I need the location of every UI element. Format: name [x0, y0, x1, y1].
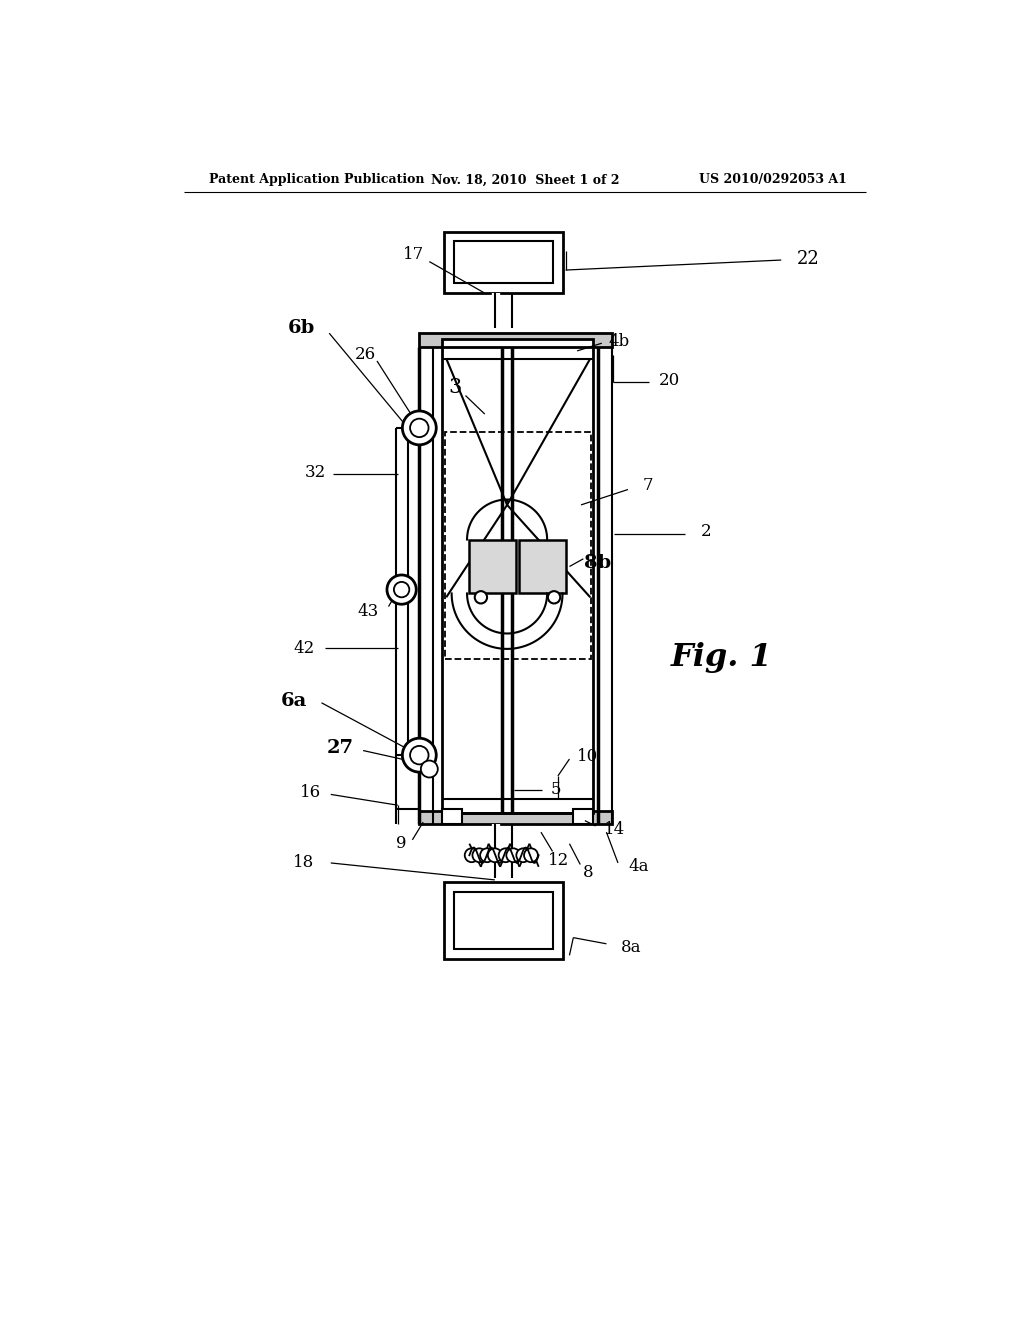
Circle shape [410, 746, 429, 764]
Circle shape [548, 591, 560, 603]
Circle shape [475, 591, 487, 603]
Bar [444, 432, 591, 659]
Bar [419, 333, 611, 347]
Bar [519, 540, 565, 594]
Text: 7: 7 [643, 477, 653, 494]
Circle shape [402, 411, 436, 445]
Bar [573, 809, 593, 825]
Text: 12: 12 [548, 853, 569, 869]
Bar [454, 240, 553, 284]
Circle shape [472, 849, 486, 862]
Circle shape [487, 849, 502, 862]
Text: US 2010/0292053 A1: US 2010/0292053 A1 [698, 173, 847, 186]
Text: 32: 32 [305, 465, 326, 480]
Text: 8: 8 [583, 863, 593, 880]
Text: 17: 17 [402, 246, 424, 263]
Circle shape [387, 576, 416, 605]
Text: 8b: 8b [585, 553, 611, 572]
Bar [419, 810, 611, 825]
Bar [442, 809, 462, 825]
Text: 6a: 6a [281, 692, 307, 710]
Bar [502, 347, 512, 813]
Text: Patent Application Publication: Patent Application Publication [209, 173, 425, 186]
Bar [469, 540, 515, 594]
Circle shape [506, 849, 520, 862]
Circle shape [421, 760, 438, 777]
Circle shape [524, 849, 538, 862]
Text: 14: 14 [603, 821, 625, 838]
Bar [454, 892, 553, 949]
Text: Fig. 1: Fig. 1 [671, 642, 773, 673]
Text: 26: 26 [355, 346, 376, 363]
Text: 20: 20 [658, 372, 680, 388]
Circle shape [499, 849, 512, 862]
Text: 18: 18 [293, 854, 314, 871]
Circle shape [516, 849, 530, 862]
Text: 3: 3 [449, 379, 462, 397]
Text: 4a: 4a [629, 858, 649, 875]
Circle shape [410, 418, 429, 437]
Text: 42: 42 [293, 640, 314, 656]
Text: 22: 22 [797, 249, 819, 268]
Circle shape [394, 582, 410, 598]
Bar [442, 339, 593, 813]
Text: 5: 5 [550, 781, 561, 799]
Text: Nov. 18, 2010  Sheet 1 of 2: Nov. 18, 2010 Sheet 1 of 2 [430, 173, 620, 186]
Text: 43: 43 [357, 603, 378, 619]
Text: 2: 2 [700, 523, 711, 540]
Circle shape [402, 738, 436, 772]
Text: 8a: 8a [621, 939, 641, 956]
Bar [444, 231, 563, 293]
Text: 16: 16 [300, 784, 322, 801]
Bar [444, 882, 563, 960]
Text: 27: 27 [327, 739, 353, 758]
Text: 4b: 4b [609, 333, 630, 350]
Text: 9: 9 [396, 836, 407, 853]
Text: 10: 10 [578, 748, 599, 766]
Circle shape [480, 849, 494, 862]
Circle shape [465, 849, 478, 862]
Text: 6b: 6b [288, 319, 315, 337]
